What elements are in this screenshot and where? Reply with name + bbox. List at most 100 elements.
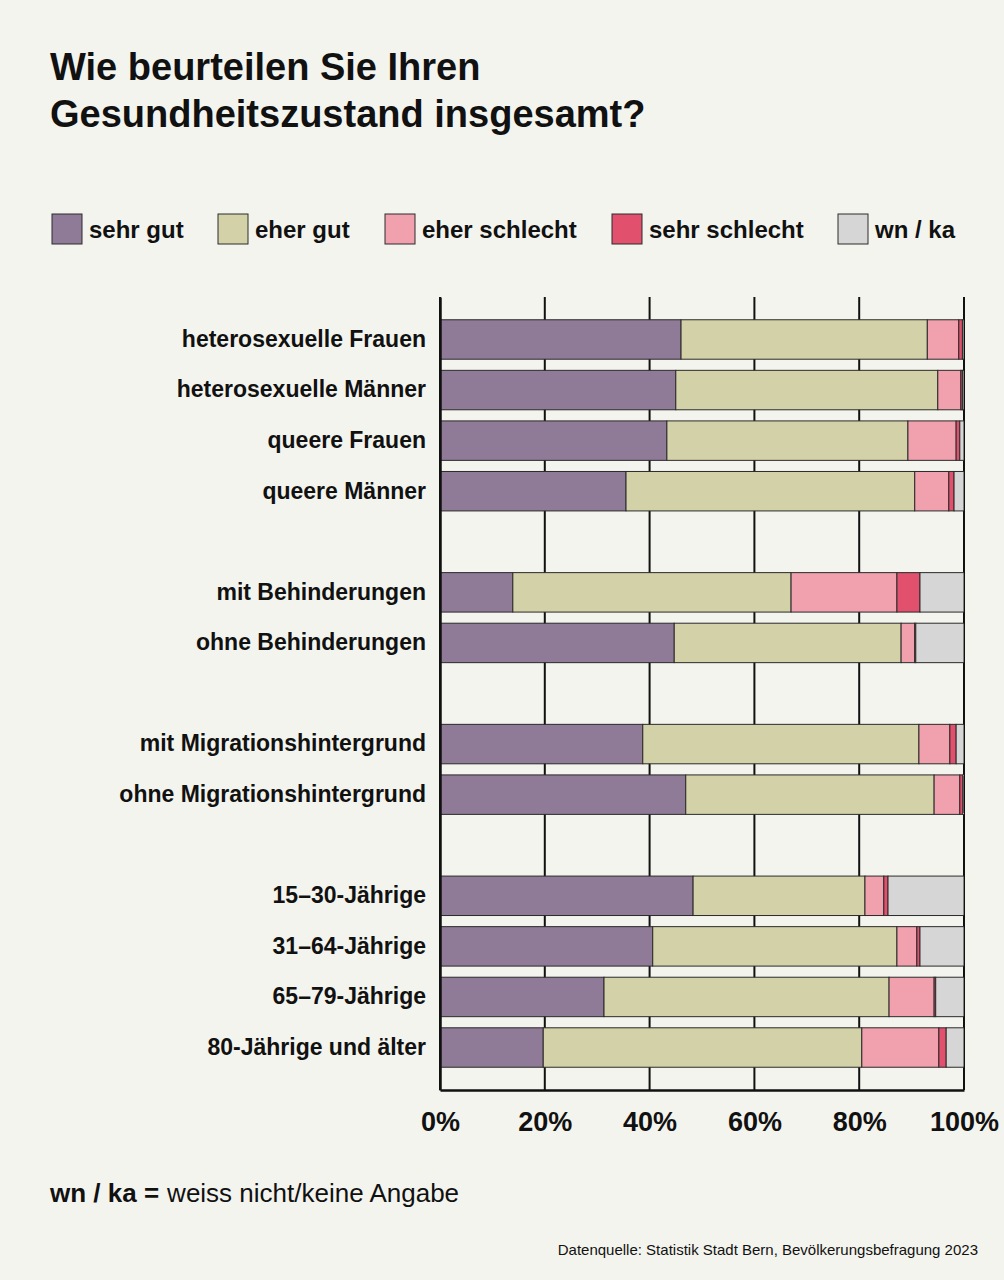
y-tick-label: heterosexuelle Männer bbox=[177, 376, 426, 402]
grid-line bbox=[649, 297, 651, 1090]
bar-segment bbox=[956, 724, 964, 763]
bar-segment bbox=[908, 421, 956, 460]
x-tick: 40% bbox=[623, 1090, 677, 1137]
grid-line bbox=[439, 297, 441, 1090]
bars bbox=[440, 320, 964, 1067]
y-tick-label: 80-Jährige und älter bbox=[207, 1034, 426, 1060]
legend-label: eher gut bbox=[255, 216, 350, 243]
legend-swatch bbox=[218, 214, 248, 244]
bar-segment bbox=[686, 775, 934, 814]
bar-segment bbox=[962, 370, 964, 409]
y-tick-label: 31–64-Jährige bbox=[273, 933, 426, 959]
x-tick: 60% bbox=[728, 1090, 782, 1137]
y-tick-label: queere Frauen bbox=[268, 427, 427, 453]
y-tick-label: mit Behinderungen bbox=[216, 579, 426, 605]
bar-segment bbox=[440, 320, 681, 359]
bar-segment bbox=[962, 320, 964, 359]
bar-segment bbox=[440, 876, 693, 915]
bar-segment bbox=[950, 724, 956, 763]
bar-segment bbox=[884, 876, 888, 915]
x-axis-line bbox=[441, 1089, 965, 1092]
y-tick: 65–79-Jährige bbox=[273, 983, 440, 1009]
bar-segment bbox=[643, 724, 919, 763]
bar-segment bbox=[667, 421, 908, 460]
grid bbox=[440, 297, 964, 1090]
bar-segment bbox=[440, 421, 667, 460]
bar-segment bbox=[626, 471, 915, 510]
y-axis: heterosexuelle Frauenheterosexuelle Männ… bbox=[119, 298, 440, 1091]
x-tick-label: 0% bbox=[421, 1107, 460, 1137]
bar-segment bbox=[440, 623, 674, 662]
bar-segment bbox=[513, 573, 791, 612]
y-tick-label: queere Männer bbox=[262, 478, 426, 504]
bar-segment bbox=[676, 370, 938, 409]
grid-line bbox=[858, 297, 860, 1090]
x-tick-label: 20% bbox=[518, 1107, 572, 1137]
bar-segment bbox=[939, 1028, 946, 1067]
x-tick: 0% bbox=[421, 1090, 460, 1137]
bar-segment bbox=[897, 927, 917, 966]
bar-segment bbox=[440, 977, 604, 1016]
x-tick: 100% bbox=[930, 1090, 999, 1137]
y-tick: heterosexuelle Männer bbox=[177, 376, 440, 402]
y-tick: 15–30-Jährige bbox=[273, 882, 440, 908]
bar-segment bbox=[440, 370, 676, 409]
y-tick-label: mit Migrationshintergrund bbox=[140, 730, 426, 756]
y-tick-label: ohne Migrationshintergrund bbox=[119, 781, 426, 807]
bar-segment bbox=[956, 421, 960, 460]
bar-segment bbox=[543, 1028, 862, 1067]
bar-segment bbox=[963, 775, 964, 814]
bar-segment bbox=[920, 573, 964, 612]
legend-label: eher schlecht bbox=[422, 216, 577, 243]
footnote-text: weiss nicht/keine Angabe bbox=[166, 1178, 459, 1208]
bar-segment bbox=[674, 623, 901, 662]
bar-segment bbox=[959, 320, 963, 359]
legend-label: sehr schlecht bbox=[649, 216, 804, 243]
bar-segment bbox=[791, 573, 897, 612]
bar-segment bbox=[865, 876, 884, 915]
y-tick: 31–64-Jährige bbox=[273, 933, 440, 959]
bar-segment bbox=[440, 775, 686, 814]
bar-segment bbox=[934, 775, 960, 814]
legend: sehr gut eher gut eher schlecht sehr schlec… bbox=[52, 214, 956, 244]
x-tick-label: 40% bbox=[623, 1107, 677, 1137]
bar-segment bbox=[897, 573, 920, 612]
bar-segment bbox=[440, 724, 643, 763]
bar-segment bbox=[946, 1028, 964, 1067]
legend-swatch bbox=[385, 214, 415, 244]
bar-segment bbox=[889, 977, 934, 1016]
y-axis-line bbox=[439, 298, 442, 1091]
bar-segment bbox=[919, 724, 950, 763]
x-tick-label: 100% bbox=[930, 1107, 999, 1137]
bar-segment bbox=[693, 876, 865, 915]
bar-segment bbox=[927, 320, 958, 359]
grid-line bbox=[753, 297, 755, 1090]
grid-line bbox=[544, 297, 546, 1090]
x-tick-label: 80% bbox=[833, 1107, 887, 1137]
bar-segment bbox=[949, 471, 954, 510]
y-tick: 80-Jährige und älter bbox=[207, 1034, 440, 1060]
bar-segment bbox=[915, 471, 949, 510]
grid-line bbox=[963, 297, 965, 1090]
footnote-term: wn / ka = bbox=[49, 1178, 159, 1208]
source: Datenquelle: Statistik Stadt Bern, Bevöl… bbox=[558, 1241, 978, 1258]
chart-title: Wie beurteilen Sie Ihren Gesundheitszust… bbox=[50, 44, 810, 138]
y-tick: mit Behinderungen bbox=[216, 579, 440, 605]
bar-segment bbox=[862, 1028, 939, 1067]
bar-segment bbox=[916, 623, 964, 662]
y-tick: ohne Migrationshintergrund bbox=[119, 781, 440, 807]
legend-swatch bbox=[612, 214, 642, 244]
bar-segment bbox=[440, 573, 513, 612]
chart-canvas: heterosexuelle Frauenheterosexuelle Männ… bbox=[0, 0, 1004, 1280]
bar-segment bbox=[440, 1028, 543, 1067]
bar-segment bbox=[681, 320, 927, 359]
legend-label: sehr gut bbox=[89, 216, 184, 243]
bar-segment bbox=[440, 471, 626, 510]
y-tick: queere Frauen bbox=[268, 427, 441, 453]
x-tick: 20% bbox=[518, 1090, 572, 1137]
bar-segment bbox=[440, 927, 653, 966]
y-tick: mit Migrationshintergrund bbox=[140, 730, 440, 756]
bar-segment bbox=[938, 370, 961, 409]
y-tick: ohne Behinderungen bbox=[196, 629, 440, 655]
y-tick-label: 15–30-Jährige bbox=[273, 882, 426, 908]
